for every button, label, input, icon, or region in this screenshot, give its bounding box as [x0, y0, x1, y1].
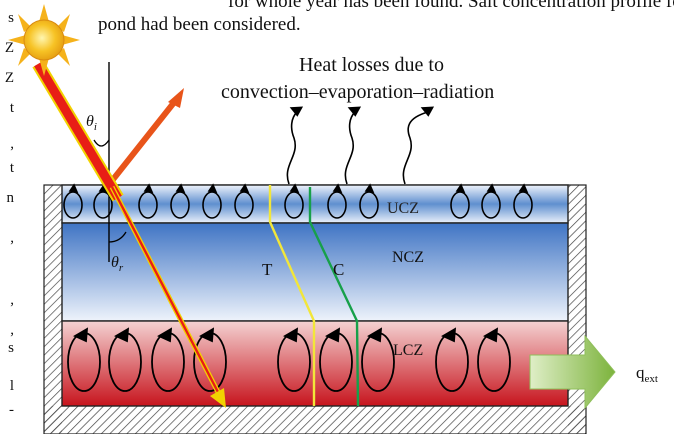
ucz-convection-cells	[63, 183, 533, 219]
margin-fragment: -	[9, 402, 14, 418]
incident-ray	[34, 61, 122, 201]
margin-fragment: Z	[4, 70, 14, 86]
paragraph-line-1: for whole year has been found. Salt conc…	[228, 0, 674, 12]
incident-angle-arc	[93, 139, 110, 147]
reflected-ray	[108, 98, 179, 184]
margin-fragment: ,	[10, 230, 14, 246]
concentration-profile-line	[308, 187, 360, 407]
margin-fragment: Z	[4, 40, 14, 56]
margin-fragment: ,	[10, 292, 14, 308]
ncz-label: NCZ	[392, 249, 424, 266]
external-heat-arrow	[529, 334, 616, 410]
lcz-label: LCZ	[393, 342, 423, 359]
external-heat-label: qext	[636, 363, 658, 385]
refracted-ray	[110, 186, 222, 397]
incident-angle-label: θi	[86, 113, 97, 133]
heat-loss-arrows	[286, 106, 435, 185]
ncz-layer	[61, 222, 569, 322]
margin-fragment: ,	[10, 322, 14, 338]
temperature-label: T	[262, 260, 273, 279]
paragraph-line-2: pond had been considered.	[98, 14, 301, 35]
ucz-label: UCZ	[387, 200, 419, 217]
sun-icon	[8, 4, 80, 76]
margin-fragment: ,	[10, 136, 14, 152]
margin-fragment: t	[9, 100, 14, 116]
heat-losses-label-line-2: convection–evaporation–radiation	[221, 81, 495, 103]
refracted-ray-head	[210, 388, 226, 408]
ucz-layer	[61, 184, 569, 224]
margin-fragment: t	[9, 160, 14, 176]
lcz-convection-cells	[67, 327, 511, 392]
margin-fragment: s	[8, 340, 14, 356]
reflected-ray-head	[168, 88, 184, 108]
refracted-angle-label: θr	[111, 254, 124, 274]
concentration-label: C	[333, 260, 344, 279]
refracted-angle-arc	[108, 231, 127, 243]
margin-fragment: l	[9, 378, 14, 394]
margin-fragment: s	[8, 10, 14, 26]
temperature-profile-line	[268, 185, 316, 406]
heat-losses-label-line-1: Heat losses due to	[299, 54, 444, 76]
margin-fragment: n	[6, 190, 15, 206]
